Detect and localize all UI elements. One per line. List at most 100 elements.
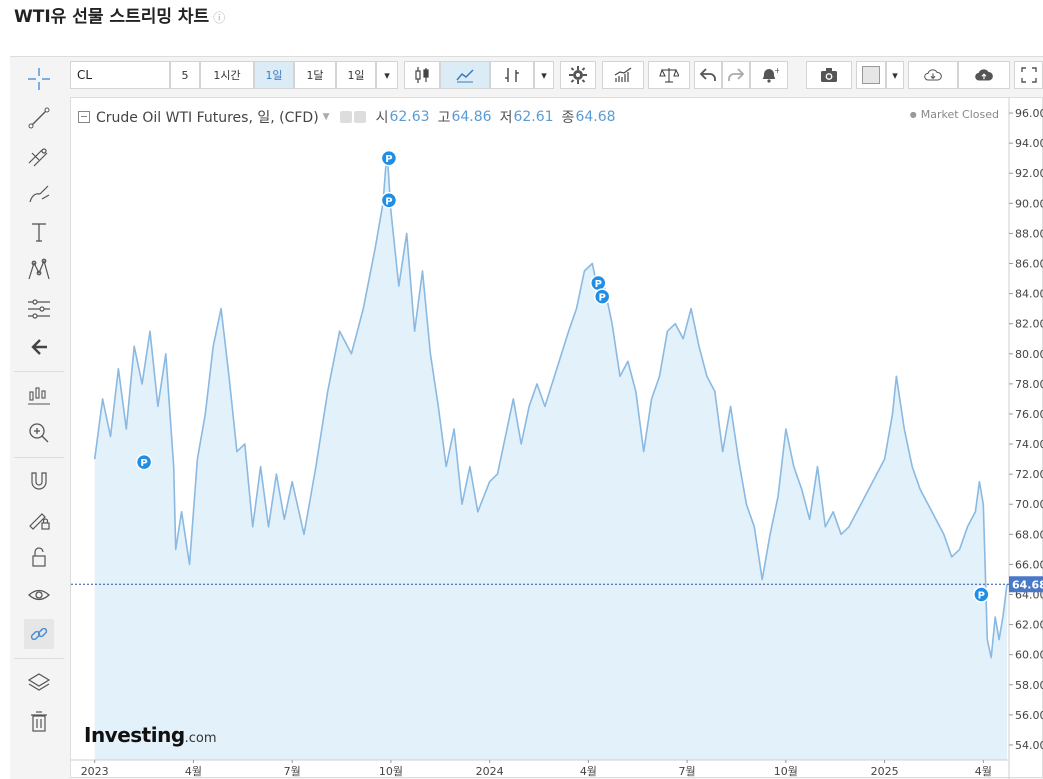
event-marker-label: P [385, 196, 392, 207]
measure-icon[interactable] [24, 294, 54, 324]
time-tick-label: 4월 [185, 765, 202, 778]
last-price-label: 64.68 [1012, 578, 1043, 591]
zoom-icon[interactable] [24, 418, 54, 448]
symbol-input[interactable] [70, 61, 170, 89]
price-tick-label: 58.00 [1015, 679, 1043, 692]
range-select[interactable]: 1일 [336, 61, 376, 89]
chart-legend: Crude Oil WTI Futures, 일, (CFD) ▼ 시 62.63… [78, 107, 616, 127]
bars-icon[interactable] [490, 61, 534, 89]
visibility-icon[interactable] [339, 111, 352, 123]
trend-line-icon[interactable] [24, 103, 54, 133]
event-marker[interactable] [593, 288, 611, 305]
price-tick-label: 76.00 [1015, 408, 1043, 421]
resolution-5m[interactable]: 5 [170, 61, 200, 89]
event-marker[interactable] [135, 453, 153, 471]
unlock-icon[interactable] [24, 542, 54, 572]
price-tick-label: 82.00 [1015, 318, 1043, 331]
link-icon[interactable] [24, 619, 54, 649]
investing-logo: Investing.com [84, 723, 217, 747]
chart-type-chevron-down-icon[interactable]: ▾ [534, 61, 554, 89]
close-label: 종 [561, 110, 575, 126]
gear-icon[interactable] [560, 61, 596, 89]
time-tick-label: 2025 [871, 765, 899, 778]
price-tick-label: 96.00 [1015, 107, 1043, 120]
high-value: 64.86 [451, 109, 492, 125]
price-chart[interactable]: 54.0056.0058.0060.0062.0064.0066.0068.00… [71, 98, 1043, 779]
event-marker[interactable] [380, 192, 398, 209]
price-tick-label: 88.00 [1015, 227, 1043, 240]
text-icon[interactable] [24, 217, 54, 247]
price-tick-label: 90.00 [1015, 197, 1043, 210]
event-marker-label: P [978, 591, 985, 602]
eye-icon[interactable] [24, 580, 54, 610]
resolution-1d[interactable]: 1일 [254, 61, 294, 89]
back-arrow-icon[interactable] [24, 332, 54, 362]
event-marker-label: P [599, 293, 606, 304]
info-circle-icon[interactable]: ⓘ [213, 11, 226, 25]
price-tick-label: 84.00 [1015, 288, 1043, 301]
time-tick-label: 10월 [379, 765, 403, 778]
time-tick-label: 4월 [975, 765, 992, 778]
color-square-icon[interactable] [856, 61, 886, 89]
color-chevron-down-icon[interactable]: ▾ [886, 61, 904, 89]
line-chart-icon[interactable] [440, 61, 490, 89]
price-tick-label: 54.00 [1015, 739, 1043, 752]
price-tick-label: 66.00 [1015, 558, 1043, 571]
camera-icon[interactable] [806, 61, 852, 89]
compare-icon[interactable] [648, 61, 690, 89]
indicators-icon[interactable] [602, 61, 644, 89]
price-tick-label: 60.00 [1015, 649, 1043, 662]
long-position-icon[interactable] [24, 380, 54, 410]
chart-area[interactable]: 54.0056.0058.0060.0062.0064.0066.0068.00… [70, 97, 1043, 779]
time-tick-label: 10월 [774, 765, 798, 778]
price-tick-label: 62.00 [1015, 619, 1043, 632]
undo-icon[interactable] [694, 61, 722, 89]
event-marker[interactable] [973, 586, 990, 603]
time-tick-label: 2024 [476, 765, 504, 778]
settings-mini-icon[interactable] [353, 111, 366, 123]
alert-icon[interactable]: + [750, 61, 788, 89]
price-tick-label: 70.00 [1015, 498, 1043, 511]
left-drawing-toolbar [10, 58, 68, 778]
low-label: 저 [499, 110, 513, 126]
page-title: WTI유 선물 스트리밍 차트 ⓘ [14, 7, 226, 27]
magnet-icon[interactable] [24, 466, 54, 496]
instrument-name[interactable]: Crude Oil WTI Futures, 일, (CFD) [96, 110, 319, 126]
top-toolbar: 5 1시간 1일 1달 1일 ▾ ▾ + ▾ [70, 61, 1043, 91]
layers-icon[interactable] [24, 668, 54, 698]
close-value: 64.68 [575, 109, 616, 125]
high-label: 고 [437, 110, 451, 126]
cloud-download-icon[interactable] [908, 61, 958, 89]
trash-icon[interactable] [24, 706, 54, 736]
price-tick-label: 74.00 [1015, 438, 1043, 451]
price-tick-label: 68.00 [1015, 528, 1043, 541]
fullscreen-icon[interactable] [1014, 61, 1043, 89]
brush-icon[interactable] [24, 179, 54, 209]
fib-tools-icon[interactable] [24, 141, 54, 171]
event-marker[interactable] [380, 149, 398, 167]
event-marker-label: P [140, 458, 147, 469]
crosshair-icon[interactable] [24, 64, 54, 94]
candles-icon[interactable] [404, 61, 440, 89]
price-area [94, 150, 1008, 760]
collapse-icon[interactable] [78, 111, 90, 123]
price-tick-label: 72.00 [1015, 468, 1043, 481]
last-price-tag [1009, 576, 1043, 593]
pattern-icon[interactable] [24, 255, 54, 285]
time-tick-label: 2023 [81, 765, 109, 778]
price-tick-label: 78.00 [1015, 378, 1043, 391]
resolution-1h[interactable]: 1시간 [200, 61, 254, 89]
open-label: 시 [375, 110, 389, 126]
svg-text:+: + [774, 66, 779, 75]
market-status: Market Closed [910, 108, 999, 121]
event-marker-label: P [595, 279, 602, 290]
time-tick-label: 7월 [679, 765, 696, 778]
open-value: 62.63 [389, 109, 430, 125]
lock-draw-icon[interactable] [24, 504, 54, 534]
chevron-down-icon[interactable]: ▾ [376, 61, 398, 89]
resolution-1mo[interactable]: 1달 [294, 61, 336, 89]
redo-icon[interactable] [722, 61, 750, 89]
price-tick-label: 94.00 [1015, 137, 1043, 150]
legend-chevron-down-icon[interactable]: ▼ [322, 112, 330, 122]
cloud-upload-icon[interactable] [958, 61, 1010, 89]
